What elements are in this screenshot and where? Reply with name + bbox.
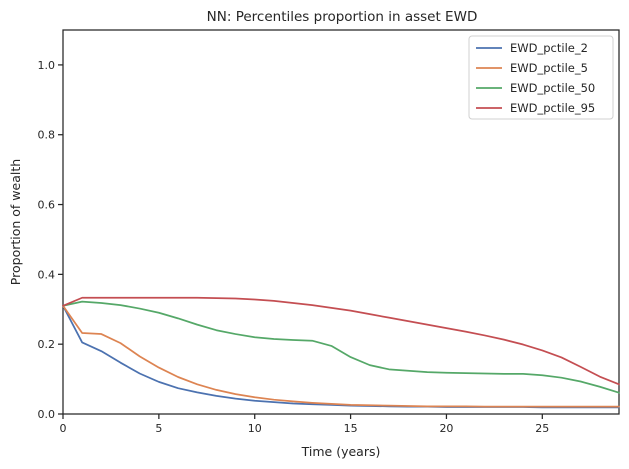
legend: EWD_pctile_2 EWD_pctile_5 EWD_pctile_50 EWD…: [468, 35, 614, 120]
series-line-4: [62, 296, 620, 386]
y-axis-ticks: 0.0 0.2 0.4 0.6 0.8 1.0: [38, 59, 63, 421]
plot-frame: [62, 29, 620, 415]
series-line-1: [62, 304, 620, 409]
chart-title: NN: Percentiles proportion in asset EWD: [207, 9, 478, 25]
legend-label-4: EWD_pctile_95: [510, 101, 595, 115]
y-tick-label: 0.6: [38, 199, 56, 212]
y-tick-label: 0.4: [38, 268, 56, 281]
x-tick-label: 15: [344, 422, 358, 435]
x-tick-label: 0: [60, 422, 67, 435]
x-tick-label: 20: [439, 422, 453, 435]
y-axis-label: Proportion of wealth: [8, 159, 23, 285]
series-line-2: [62, 304, 620, 408]
series-line-3: [62, 300, 620, 394]
y-tick-label: 0.8: [38, 129, 56, 142]
legend-label-1: EWD_pctile_2: [510, 41, 588, 55]
legend-label-2: EWD_pctile_5: [510, 61, 588, 75]
plot-area: 0 5 10 15 20 25 0.0 0.2 0.4 0.6 0.8 1.0: [38, 29, 620, 435]
legend-label-3: EWD_pctile_50: [510, 81, 595, 95]
x-tick-label: 25: [535, 422, 549, 435]
x-axis-label: Time (years): [301, 444, 381, 459]
y-tick-label: 0.0: [38, 408, 56, 421]
series-lines: [62, 296, 620, 409]
x-tick-label: 10: [248, 422, 262, 435]
x-axis-ticks: 0 5 10 15 20 25: [60, 414, 549, 435]
legend-box: [468, 35, 614, 120]
y-tick-label: 1.0: [38, 59, 56, 72]
y-tick-label: 0.2: [38, 338, 56, 351]
x-tick-label: 5: [155, 422, 162, 435]
